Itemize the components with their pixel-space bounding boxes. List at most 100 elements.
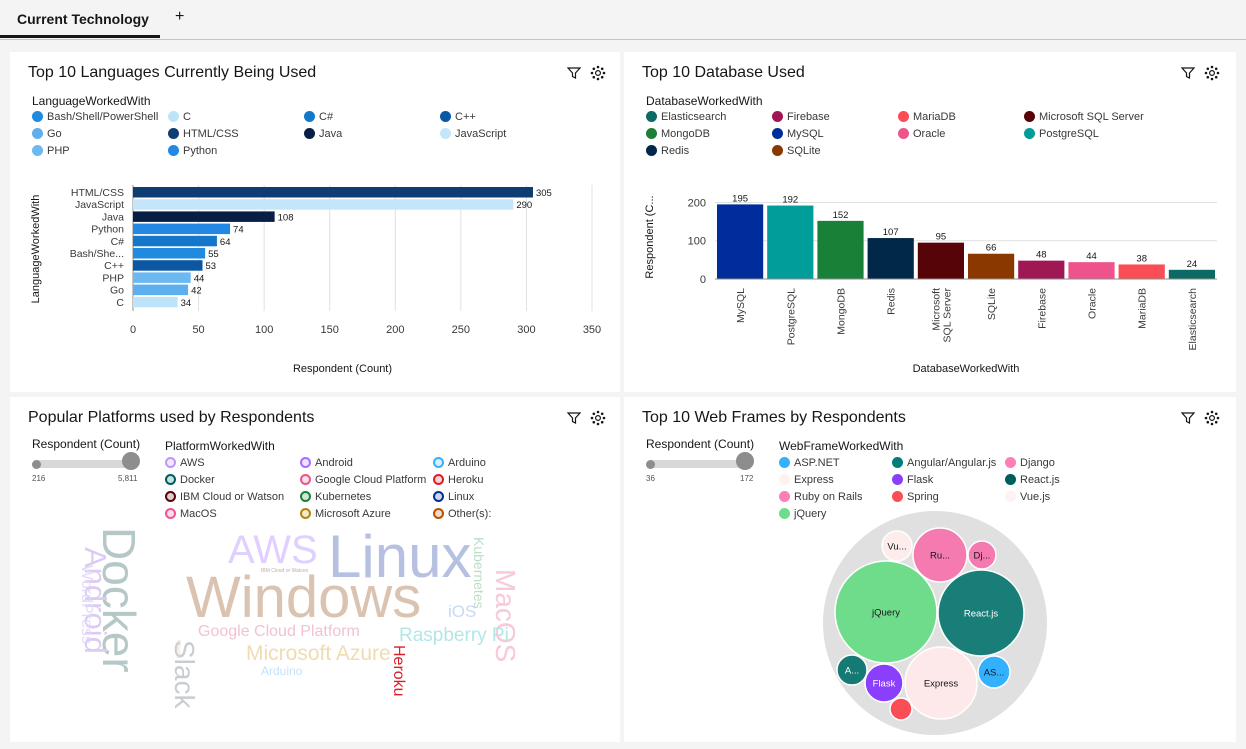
settings-icon[interactable] (1204, 65, 1220, 81)
legend-item-asp-net[interactable]: ASP.NET (779, 457, 840, 469)
range-slider-max-handle[interactable] (736, 452, 754, 470)
legend-item-go[interactable]: Go (32, 128, 62, 140)
data-label: 53 (206, 261, 217, 272)
bubble-label: Flask (873, 679, 896, 690)
word-raspberry-pi[interactable]: Raspberry Pi (399, 625, 509, 646)
legend-item-bash-shell-powershell[interactable]: Bash/Shell/PowerShell (32, 111, 158, 123)
legend-item-html-css[interactable]: HTML/CSS (168, 128, 239, 140)
settings-icon[interactable] (1204, 410, 1220, 426)
word-microsoft-azure[interactable]: Microsoft Azure (246, 642, 391, 665)
legend-item-postgresql[interactable]: PostgreSQL (1024, 128, 1099, 140)
bar-javascript (133, 199, 514, 210)
bar-c (133, 260, 203, 271)
filter-icon[interactable] (566, 411, 582, 425)
x-tick-label: 100 (255, 324, 273, 336)
bar-postgresql (767, 205, 814, 279)
word-arduino[interactable]: Arduino (261, 664, 303, 678)
word-heroku[interactable]: Heroku (390, 645, 407, 697)
legend-item-microsoft-sql-server[interactable]: Microsoft SQL Server (1024, 111, 1144, 123)
range-slider-min-handle[interactable] (646, 460, 655, 469)
legend-item-macos[interactable]: MacOS (165, 508, 217, 520)
filter-icon[interactable] (1180, 411, 1196, 425)
legend-item-microsoft-azure[interactable]: Microsoft Azure (300, 508, 391, 520)
legend-item-express[interactable]: Express (779, 474, 834, 486)
data-label: 48 (1036, 250, 1047, 261)
slider-max-label: 5,811 (118, 474, 138, 483)
legend-item-docker[interactable]: Docker (165, 474, 215, 486)
legend-label: Oracle (913, 128, 946, 140)
legend-item-elasticsearch[interactable]: Elasticsearch (646, 111, 726, 123)
filter-icon[interactable] (566, 66, 582, 80)
settings-icon[interactable] (590, 65, 606, 81)
legend-item-oracle[interactable]: Oracle (898, 128, 945, 140)
word-other-s[interactable]: Other(s): (175, 640, 181, 660)
word-wordpress[interactable]: WordPress (78, 565, 95, 644)
word-macos[interactable]: MacOS (490, 569, 521, 663)
legend-item-mariadb[interactable]: MariaDB (898, 111, 956, 123)
legend-label: Spring (907, 491, 939, 503)
legend-label: Other(s): (448, 508, 492, 520)
legend-label: Vue.js (1020, 491, 1051, 503)
legend-item-aws[interactable]: AWS (165, 457, 205, 469)
legend-label: React.js (1020, 474, 1060, 486)
tab-current-technology[interactable]: Current Technology (0, 0, 160, 38)
range-slider-track[interactable] (648, 460, 750, 468)
legend-swatch (165, 457, 176, 468)
legend-swatch (165, 491, 176, 502)
legend-item-jquery[interactable]: jQuery (779, 508, 826, 520)
legend-item-react-js[interactable]: React.js (1005, 474, 1060, 486)
add-tab-button[interactable]: + (175, 8, 185, 25)
legend-item-spring[interactable]: Spring (892, 491, 939, 503)
legend-item-flask[interactable]: Flask (892, 474, 933, 486)
legend-item-linux[interactable]: Linux (433, 491, 474, 503)
legend-swatch (1024, 128, 1035, 139)
word-ios[interactable]: iOS (448, 602, 477, 621)
legend-item-django[interactable]: Django (1005, 457, 1055, 469)
bar-go (133, 284, 189, 296)
legend-swatch (32, 145, 43, 156)
range-slider-track[interactable] (34, 460, 136, 468)
legend-item-sqlite[interactable]: SQLite (772, 145, 821, 157)
legend-item-vue-js[interactable]: Vue.js (1005, 491, 1050, 503)
legend-swatch (779, 457, 790, 468)
bubble-label: Vu... (887, 542, 906, 553)
legend-item-python[interactable]: Python (168, 145, 217, 157)
legend-item-mysql[interactable]: MySQL (772, 128, 824, 140)
legend-item-other-s[interactable]: Other(s): (433, 508, 491, 520)
legend-item-ibm-cloud-or-watson[interactable]: IBM Cloud or Watson (165, 491, 284, 503)
y-tick-label: C (116, 297, 124, 309)
legend-item-c[interactable]: C# (304, 111, 333, 123)
legend-item-c[interactable]: C++ (440, 111, 476, 123)
legend-item-javascript[interactable]: JavaScript (440, 128, 506, 140)
legend-item-mongodb[interactable]: MongoDB (646, 128, 710, 140)
word-windows[interactable]: Windows (186, 565, 422, 630)
filter-icon[interactable] (1180, 66, 1196, 80)
data-label: 108 (278, 212, 294, 223)
bubble-label: AS... (984, 668, 1005, 679)
legend-item-android[interactable]: Android (300, 457, 353, 469)
word-google-cloud-platform[interactable]: Google Cloud Platform (198, 623, 360, 640)
range-slider-min-handle[interactable] (32, 460, 41, 469)
legend-item-firebase[interactable]: Firebase (772, 111, 830, 123)
x-tick-label: Oracle (1087, 288, 1099, 319)
legend-item-ruby-on-rails[interactable]: Ruby on Rails (779, 491, 862, 503)
legend-item-arduino[interactable]: Arduino (433, 457, 486, 469)
legend-item-google-cloud-platform[interactable]: Google Cloud Platform (300, 474, 426, 486)
legend-item-redis[interactable]: Redis (646, 145, 689, 157)
settings-icon[interactable] (590, 410, 606, 426)
legend-item-php[interactable]: PHP (32, 145, 70, 157)
legend-label: Arduino (448, 457, 486, 469)
legend-item-angular-angular-js[interactable]: Angular/Angular.js (892, 457, 996, 469)
legend-item-heroku[interactable]: Heroku (433, 474, 483, 486)
word-linux[interactable]: Linux (328, 523, 472, 590)
y-tick-label: JavaScript (75, 199, 124, 211)
range-slider-max-handle[interactable] (122, 452, 140, 470)
legend-item-c[interactable]: C (168, 111, 191, 123)
legend-item-java[interactable]: Java (304, 128, 342, 140)
word-aws[interactable]: AWS (228, 528, 318, 572)
legend-swatch (1005, 491, 1016, 502)
legend-item-kubernetes[interactable]: Kubernetes (300, 491, 371, 503)
word-kubernetes[interactable]: Kubernetes (471, 537, 487, 609)
word-ibm-cloud-or-watson[interactable]: IBM Cloud or Watson (261, 568, 309, 574)
legend-label: Java (319, 128, 343, 140)
